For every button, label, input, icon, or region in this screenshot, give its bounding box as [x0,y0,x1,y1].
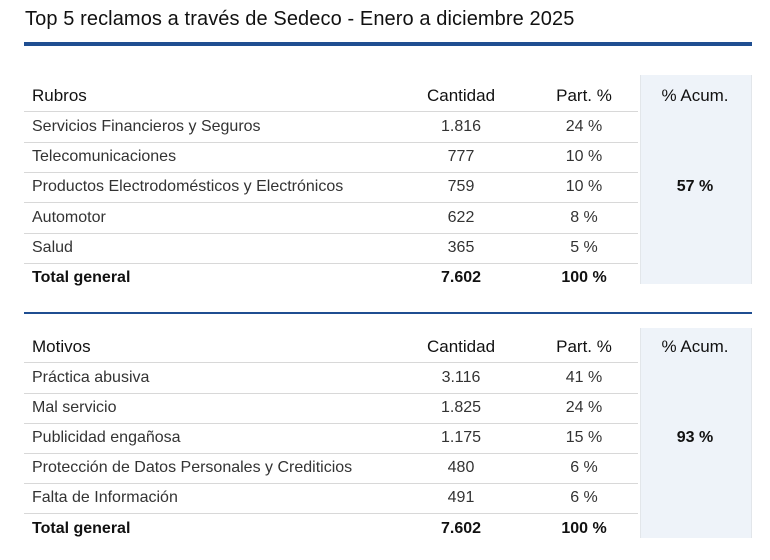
table-row: Publicidad engañosa 1.175 15 % [24,423,638,454]
row-qty: 1.175 [440,429,482,446]
row-name: Falta de Información [32,489,178,506]
header-part: Part. % [556,337,612,356]
table-row: Automotor 622 8 % [24,203,638,234]
row-name: Productos Electrodomésticos y Electrónic… [32,178,344,195]
acum-value: 93 % [676,429,714,446]
row-name: Mal servicio [32,399,117,416]
row-part: 10 % [565,148,603,165]
page-title: Top 5 reclamos a través de Sedeco - Ener… [25,8,575,30]
row-part: 41 % [565,369,603,386]
row-part: 6 % [570,459,598,476]
row-part: 15 % [565,429,603,446]
table-row: Protección de Datos Personales y Crediti… [24,453,638,484]
row-part: 24 % [565,399,603,416]
table-header-row: Rubros Cantidad Part. % [24,81,638,112]
table-row: Salud 365 5 % [24,233,638,264]
row-qty: 491 [447,489,475,506]
row-name: Servicios Financieros y Seguros [32,118,261,135]
row-qty: 480 [447,459,475,476]
row-name: Telecomunicaciones [32,148,177,165]
row-name: Protección de Datos Personales y Crediti… [32,459,353,476]
section-divider [24,312,752,314]
total-qty: 7.602 [440,269,482,286]
row-part: 8 % [570,209,598,226]
header-cantidad: Cantidad [426,86,496,105]
total-part: 100 % [561,520,607,537]
table-row: Práctica abusiva 3.116 41 % [24,363,638,394]
table-row: Falta de Información 491 6 % [24,483,638,514]
header-rubros: Rubros [32,86,87,105]
table-row: Servicios Financieros y Seguros 1.816 24… [24,112,638,143]
row-qty: 777 [447,148,475,165]
row-qty: 622 [447,209,475,226]
row-qty: 1.825 [440,399,482,416]
total-row: Total general 7.602 100 % [24,514,638,544]
row-part: 5 % [570,239,598,256]
row-part: 6 % [570,489,598,506]
total-qty: 7.602 [440,520,482,537]
row-name: Práctica abusiva [32,369,150,386]
row-name: Salud [32,239,73,256]
table-row: Telecomunicaciones 777 10 % [24,142,638,173]
row-part: 10 % [565,178,603,195]
total-row: Total general 7.602 100 % [24,263,638,293]
row-qty: 759 [447,178,475,195]
row-name: Automotor [32,209,106,226]
header-acum: % Acum. [661,86,729,105]
total-part: 100 % [561,269,607,286]
row-name: Publicidad engañosa [32,429,181,446]
header-part: Part. % [556,86,612,105]
acum-column-background [640,75,752,284]
row-qty: 1.816 [440,118,482,135]
total-label: Total general [32,269,131,286]
acum-value: 57 % [676,178,714,195]
header-cantidad: Cantidad [426,337,496,356]
row-qty: 3.116 [441,369,481,386]
row-qty: 365 [447,239,475,256]
header-motivos: Motivos [32,337,91,356]
table-header-row: Motivos Cantidad Part. % [24,332,638,363]
acum-column-background [640,328,752,538]
row-part: 24 % [565,118,603,135]
title-divider [24,42,752,46]
table-row: Mal servicio 1.825 24 % [24,393,638,424]
total-label: Total general [32,520,131,537]
header-acum: % Acum. [661,337,729,356]
table-row: Productos Electrodomésticos y Electrónic… [24,172,638,203]
